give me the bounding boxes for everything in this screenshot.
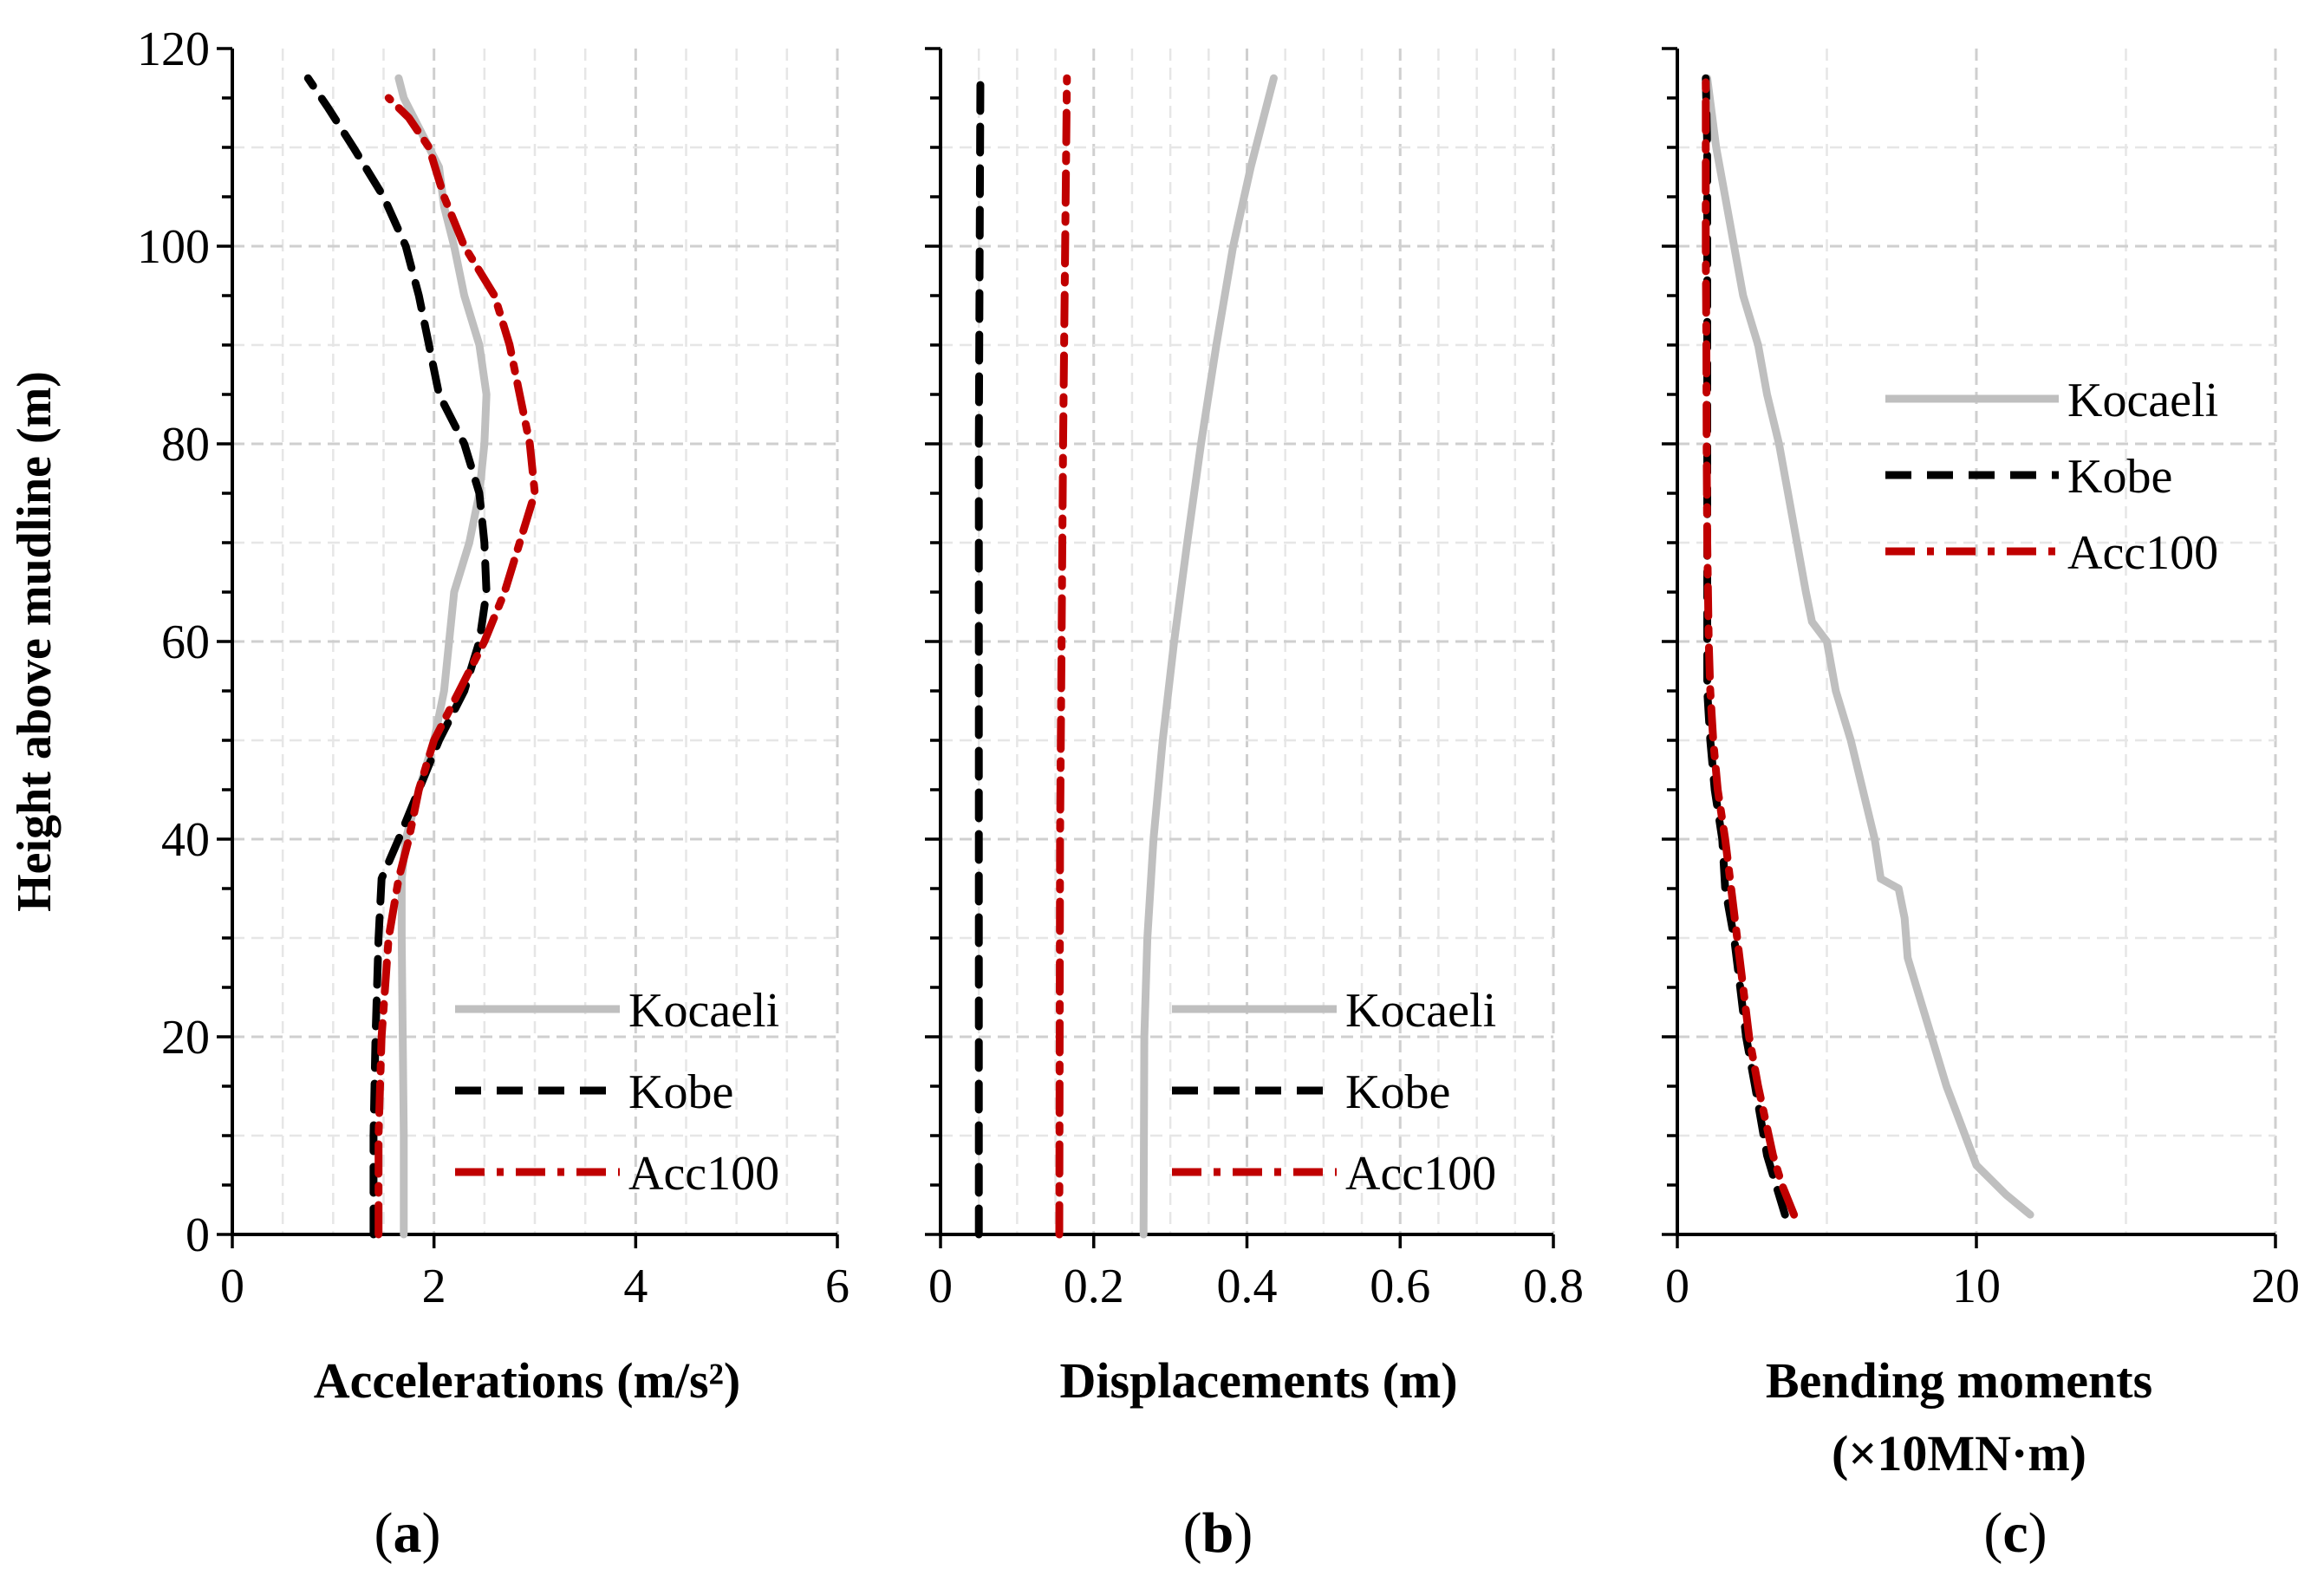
y-tick-label: 0 bbox=[186, 1208, 210, 1262]
chart-panel-c: 0 10 20 Bending moments (×10MN·m) Kocaeli Kobe… bbox=[1662, 47, 2300, 1482]
series-line-acc100 bbox=[1702, 74, 1799, 1219]
panel-label-c: (c) bbox=[1983, 1501, 2047, 1565]
panel-label-paren: ( bbox=[374, 1501, 394, 1565]
series-line-kobe bbox=[974, 74, 985, 1239]
x-tick-label: 20 bbox=[2251, 1260, 2300, 1313]
legend-label-acc100: Acc100 bbox=[2067, 526, 2218, 580]
legend-label-acc100: Acc100 bbox=[1345, 1147, 1496, 1201]
y-tick-label: 20 bbox=[161, 1011, 210, 1065]
series-line-kocaeli bbox=[1703, 74, 2034, 1219]
panel-label-paren: ) bbox=[422, 1501, 441, 1565]
x-axis-title: Bending moments bbox=[1766, 1352, 2152, 1409]
panel-label-letter: a bbox=[394, 1501, 422, 1565]
panel-label-paren: ( bbox=[1983, 1501, 2002, 1565]
legend-label-kobe: Kobe bbox=[628, 1065, 733, 1119]
panel-label-a: (a) bbox=[374, 1501, 441, 1565]
x-axis-title: Accelerations (m/s²) bbox=[314, 1352, 741, 1409]
series-line-kocaeli bbox=[394, 74, 491, 1239]
legend-label-acc100: Acc100 bbox=[628, 1147, 779, 1201]
panel-label-letter: b bbox=[1202, 1501, 1234, 1565]
x-tick-label: 0 bbox=[1665, 1260, 1689, 1313]
chart-panel-b: 0 0.2 0.4 0.6 0.8 Displacements (m) Kocaeli Kob… bbox=[925, 47, 1584, 1409]
x-tick-label: 2 bbox=[422, 1260, 446, 1313]
legend-label-kocaeli: Kocaeli bbox=[1345, 984, 1496, 1038]
x-tick-label: 0.8 bbox=[1523, 1260, 1584, 1313]
y-tick-label: 40 bbox=[161, 813, 210, 867]
chart-panel-a: 0 20 40 60 80 100 120 0 2 4 6 Accelerations (m/s²) K… bbox=[137, 23, 850, 1409]
x-tick-label: 0.6 bbox=[1370, 1260, 1430, 1313]
series-line-kocaeli bbox=[1139, 74, 1278, 1239]
x-axis-title: (×10MN·m) bbox=[1832, 1425, 2086, 1482]
y-tick-label: 100 bbox=[137, 220, 210, 274]
x-tick-label: 10 bbox=[1952, 1260, 2001, 1313]
x-tick-label: 4 bbox=[623, 1260, 648, 1313]
panel-label-paren: ) bbox=[1234, 1501, 1253, 1565]
series-line-acc100 bbox=[1055, 74, 1071, 1239]
y-tick-label: 120 bbox=[137, 23, 210, 76]
panel-label-paren: ( bbox=[1183, 1501, 1202, 1565]
panel-label-paren: ) bbox=[2028, 1501, 2047, 1565]
y-axis-title: Height above mudline (m) bbox=[8, 371, 62, 912]
x-tick-label: 0.2 bbox=[1064, 1260, 1124, 1313]
series-line-kobe bbox=[1702, 74, 1789, 1219]
x-axis-title: Displacements (m) bbox=[1059, 1352, 1457, 1409]
x-tick-label: 0.4 bbox=[1217, 1260, 1278, 1313]
legend-label-kocaeli: Kocaeli bbox=[628, 984, 779, 1038]
x-tick-label: 0 bbox=[220, 1260, 244, 1313]
legend-label-kobe: Kobe bbox=[2067, 450, 2172, 504]
series-line-kobe bbox=[303, 74, 491, 1239]
legend-label-kobe: Kobe bbox=[1345, 1065, 1450, 1119]
panel-label-b: (b) bbox=[1183, 1501, 1253, 1565]
x-tick-label: 0 bbox=[928, 1260, 953, 1313]
panel-label-letter: c bbox=[2002, 1501, 2028, 1565]
y-tick-label: 80 bbox=[161, 418, 210, 472]
legend-label-kocaeli: Kocaeli bbox=[2067, 374, 2218, 427]
x-tick-label: 6 bbox=[825, 1260, 850, 1313]
series-line-acc100 bbox=[374, 94, 539, 1239]
y-tick-label: 60 bbox=[161, 615, 210, 669]
